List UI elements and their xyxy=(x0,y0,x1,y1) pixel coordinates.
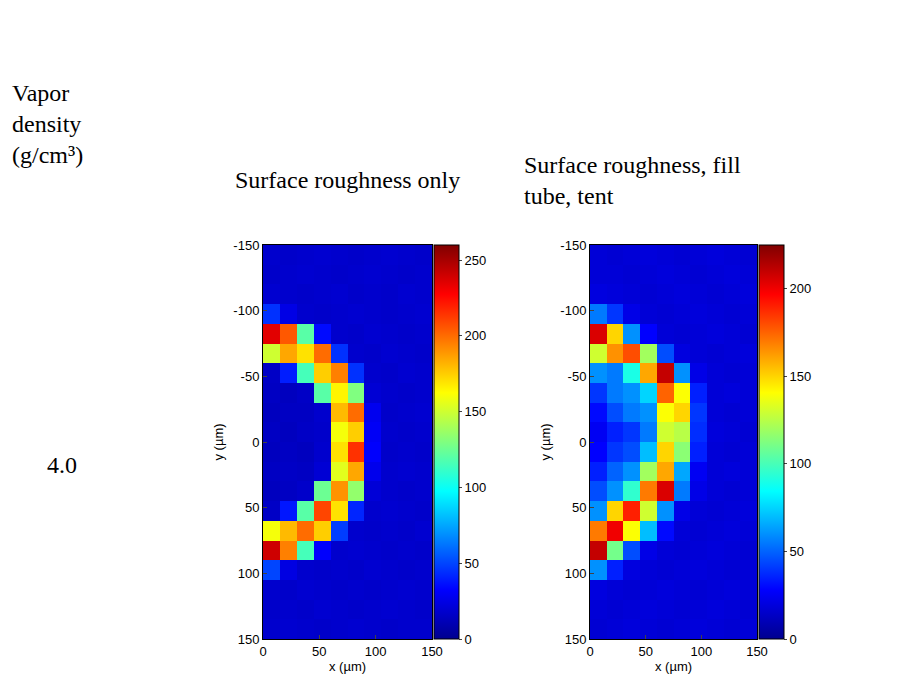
svg-text:100: 100 xyxy=(690,644,712,659)
svg-text:4.0: 4.0 xyxy=(47,452,77,478)
svg-text:0: 0 xyxy=(259,644,266,659)
svg-text:0: 0 xyxy=(579,435,586,450)
svg-text:-100: -100 xyxy=(233,303,259,318)
svg-text:50: 50 xyxy=(572,500,586,515)
svg-text:-150: -150 xyxy=(233,238,259,253)
svg-text:150: 150 xyxy=(238,632,260,647)
svg-text:50: 50 xyxy=(312,644,326,659)
svg-text:150: 150 xyxy=(565,632,587,647)
svg-text:200: 200 xyxy=(790,281,812,296)
svg-text:250: 250 xyxy=(465,253,487,268)
svg-text:50: 50 xyxy=(638,644,652,659)
svg-text:100: 100 xyxy=(465,480,487,495)
svg-text:50: 50 xyxy=(245,500,259,515)
svg-text:150: 150 xyxy=(465,404,487,419)
svg-text:100: 100 xyxy=(565,566,587,581)
svg-text:-100: -100 xyxy=(560,303,586,318)
svg-text:200: 200 xyxy=(465,328,487,343)
svg-text:Vapordensity(g/cm³): Vapordensity(g/cm³) xyxy=(12,80,83,168)
svg-text:0: 0 xyxy=(252,435,259,450)
svg-text:100: 100 xyxy=(365,644,387,659)
svg-text:-50: -50 xyxy=(568,369,587,384)
svg-text:0: 0 xyxy=(790,632,797,647)
svg-text:150: 150 xyxy=(421,644,443,659)
svg-text:150: 150 xyxy=(746,644,768,659)
svg-text:Surface roughness only: Surface roughness only xyxy=(235,167,460,193)
svg-text:150: 150 xyxy=(790,369,812,384)
svg-text:0: 0 xyxy=(586,644,593,659)
svg-text:x (µm): x (µm) xyxy=(329,659,366,674)
svg-text:0: 0 xyxy=(465,632,472,647)
svg-text:100: 100 xyxy=(238,566,260,581)
svg-text:50: 50 xyxy=(465,556,479,571)
svg-text:-50: -50 xyxy=(241,369,260,384)
svg-text:x (µm): x (µm) xyxy=(655,659,692,674)
svg-text:Surface roughness, filltube, t: Surface roughness, filltube, tent xyxy=(524,152,741,209)
svg-text:100: 100 xyxy=(790,456,812,471)
svg-text:y (µm): y (µm) xyxy=(211,423,226,460)
svg-text:-150: -150 xyxy=(560,238,586,253)
svg-text:50: 50 xyxy=(790,544,804,559)
svg-text:y (µm): y (µm) xyxy=(538,423,553,460)
